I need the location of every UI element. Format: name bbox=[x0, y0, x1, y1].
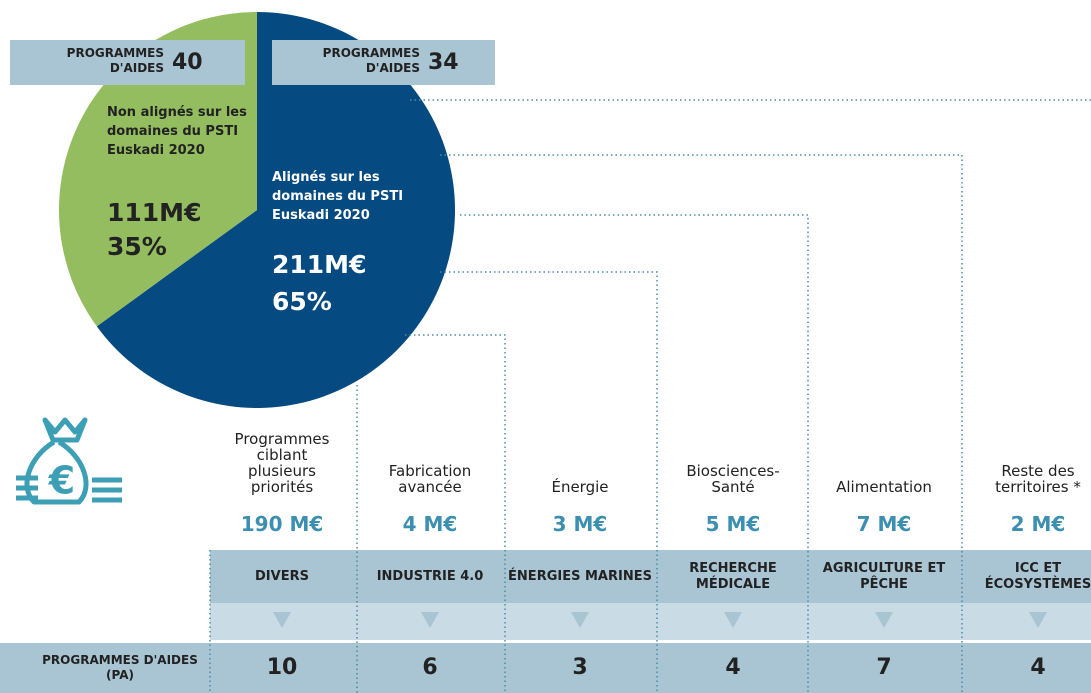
pa-value: 4 bbox=[1030, 655, 1046, 680]
sector-label: AGRICULTURE ET PÊCHE bbox=[822, 561, 946, 592]
connectors bbox=[209, 99, 1091, 693]
money-bag-icon: € bbox=[16, 417, 122, 505]
pie-slice bbox=[96, 12, 455, 409]
arrow bbox=[1029, 612, 1047, 628]
pa-label: PROGRAMMES D'AIDES (PA) bbox=[42, 653, 198, 682]
domain-amount: 2 M€ bbox=[1010, 512, 1066, 536]
arrow bbox=[875, 612, 893, 628]
pie bbox=[59, 12, 455, 409]
slice-percent: 35% bbox=[107, 232, 167, 261]
sector-band-lower bbox=[210, 603, 1091, 640]
domain-label: Fabrication avancée bbox=[388, 462, 472, 496]
slice-label: Non alignés sur les domaines du PSTI Eus… bbox=[107, 105, 247, 158]
sector-label: ICC ET ÉCOSYSTÈMES bbox=[984, 561, 1091, 592]
box bbox=[10, 40, 245, 85]
domain-amount: 5 M€ bbox=[705, 512, 761, 536]
pie-slice bbox=[59, 12, 258, 327]
domain-label: Énergie bbox=[551, 478, 609, 496]
arrow bbox=[724, 612, 742, 628]
domain-label: Biosciences-Santé bbox=[686, 462, 780, 496]
sector-label: RECHERCHE MÉDICALE bbox=[689, 561, 777, 592]
pa-value: 6 bbox=[422, 655, 438, 680]
domain-amount: 190 M€ bbox=[240, 512, 324, 536]
slice-amount: 211M€ bbox=[272, 250, 367, 279]
domain-amount: 3 M€ bbox=[552, 512, 608, 536]
pa-value: 7 bbox=[876, 655, 892, 680]
domain-label: Alimentation bbox=[836, 478, 932, 496]
box-label: PROGRAMMES D'AIDES bbox=[322, 46, 420, 75]
domain-label: Programmes ciblant plusieurs priorités bbox=[234, 430, 330, 496]
sector-label: ÉNERGIES MARINES bbox=[508, 569, 652, 584]
arrows bbox=[273, 612, 1047, 628]
pa-band bbox=[0, 643, 1091, 693]
arrow bbox=[571, 612, 589, 628]
arrow bbox=[421, 612, 439, 628]
domain-label: Reste des territoires * bbox=[995, 462, 1081, 496]
box-value: 34 bbox=[428, 50, 459, 75]
arrow bbox=[273, 612, 291, 628]
sector-band bbox=[210, 550, 1091, 603]
box-value: 40 bbox=[172, 50, 203, 75]
svg-text:€: € bbox=[48, 459, 75, 503]
box-label: PROGRAMMES D'AIDES bbox=[66, 46, 164, 75]
slice-label: Alignés sur les domaines du PSTI Euskadi… bbox=[272, 170, 404, 223]
domain-amount: 7 M€ bbox=[856, 512, 912, 536]
pa-value: 10 bbox=[266, 655, 298, 680]
pa-value: 3 bbox=[572, 655, 588, 680]
slice-amount: 111M€ bbox=[107, 198, 202, 227]
slice-percent: 65% bbox=[272, 287, 332, 316]
pa-value: 4 bbox=[725, 655, 741, 680]
sector-label: INDUSTRIE 4.0 bbox=[376, 569, 484, 584]
box bbox=[272, 40, 495, 85]
sector-label: DIVERS bbox=[255, 569, 309, 584]
domain-amount: 4 M€ bbox=[402, 512, 458, 536]
